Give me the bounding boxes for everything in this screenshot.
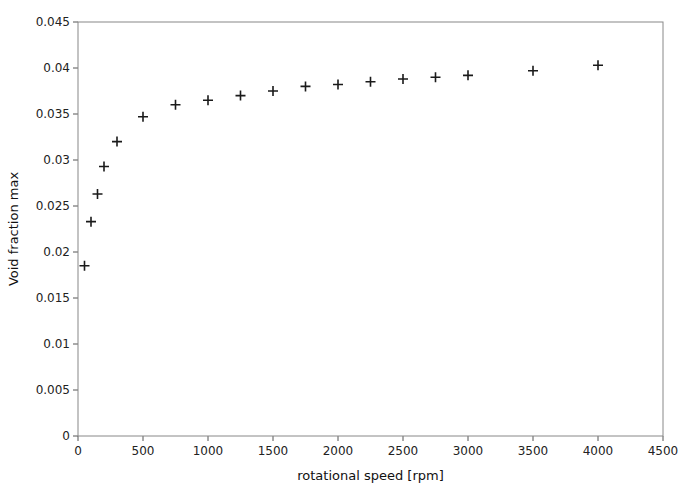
y-axis-label: Void fraction max: [6, 172, 21, 287]
y-tick-label: 0.01: [43, 337, 70, 351]
y-tick-label: 0.005: [36, 383, 70, 397]
point: [112, 137, 122, 147]
y-tick-label: 0.04: [43, 61, 70, 75]
chart-container: 0 500 1000 1500 2000 2500 3000 3500 4000 4500 0 0.0…: [0, 0, 687, 494]
y-tick: [73, 344, 78, 345]
x-tick-label: 3500: [518, 444, 549, 458]
plot-background: [78, 22, 663, 436]
y-tick-label: 0: [62, 429, 70, 443]
x-tick-label: 1500: [258, 444, 289, 458]
x-tick-label: 500: [132, 444, 155, 458]
point: [138, 112, 148, 122]
x-axis-label: rotational speed [rpm]: [297, 468, 444, 483]
point: [333, 80, 343, 90]
x-tick-label: 2500: [388, 444, 419, 458]
points: [80, 60, 604, 271]
point: [236, 91, 246, 101]
x-tick: [143, 436, 144, 441]
point: [99, 161, 109, 171]
point: [366, 77, 376, 87]
y-tick-label: 0.035: [36, 107, 70, 121]
x-tick: [78, 436, 79, 441]
y-tick-label: 0.025: [36, 199, 70, 213]
x-tick: [468, 436, 469, 441]
x-tick-label: 2000: [323, 444, 354, 458]
y-tick: [73, 114, 78, 115]
y-tick: [73, 252, 78, 253]
x-tick: [598, 436, 599, 441]
x-tick-label: 4500: [648, 444, 679, 458]
y-tick: [73, 206, 78, 207]
y-tick: [73, 298, 78, 299]
point: [463, 70, 473, 80]
x-tick-label: 0: [74, 444, 82, 458]
chart-svg: 0 500 1000 1500 2000 2500 3000 3500 4000 4500 0 0.0…: [0, 0, 687, 494]
x-tick: [208, 436, 209, 441]
y-tick-label: 0.03: [43, 153, 70, 167]
y-tick: [73, 22, 78, 23]
point: [171, 100, 181, 110]
point: [93, 189, 103, 199]
point: [203, 95, 213, 105]
x-tick: [338, 436, 339, 441]
y-tick: [73, 436, 78, 437]
plot-frame: [78, 22, 663, 436]
point: [528, 66, 538, 76]
y-tick-label: 0.045: [36, 15, 70, 29]
y-tick-label: 0.02: [43, 245, 70, 259]
x-tick-label: 1000: [193, 444, 224, 458]
point: [86, 217, 96, 227]
point: [398, 74, 408, 84]
x-tick: [533, 436, 534, 441]
x-tick-label: 4000: [583, 444, 614, 458]
x-tick-label: 3000: [453, 444, 484, 458]
point: [268, 86, 278, 96]
y-tick: [73, 68, 78, 69]
x-tick: [273, 436, 274, 441]
y-tick: [73, 160, 78, 161]
point: [301, 81, 311, 91]
y-tick-label: 0.015: [36, 291, 70, 305]
y-tick: [73, 390, 78, 391]
x-tick: [403, 436, 404, 441]
point: [431, 72, 441, 82]
point: [80, 261, 90, 271]
point: [593, 60, 603, 70]
axes: 0 500 1000 1500 2000 2500 3000 3500 4000 4500 0 0.0…: [36, 15, 679, 458]
x-tick: [663, 436, 664, 441]
